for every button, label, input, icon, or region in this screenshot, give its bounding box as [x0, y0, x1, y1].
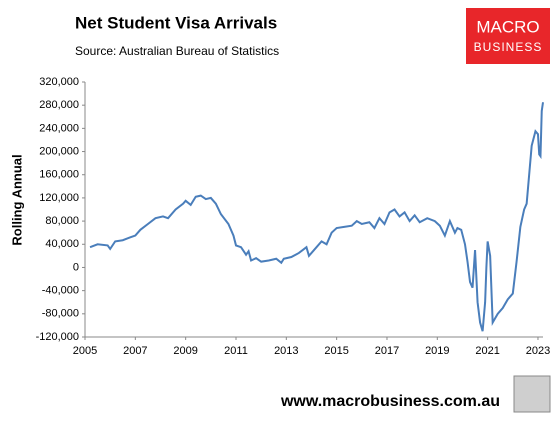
y-tick-label: -40,000 — [42, 285, 79, 297]
y-tick-label: 320,000 — [39, 76, 79, 88]
y-tick-label: 80,000 — [45, 215, 79, 227]
x-tick-label: 2021 — [475, 345, 499, 357]
chart-title: Net Student Visa Arrivals — [75, 13, 277, 32]
y-tick-label: 0 — [73, 261, 79, 273]
x-tick-label: 2013 — [274, 345, 298, 357]
y-tick-label: 280,000 — [39, 99, 79, 111]
y-axis-label: Rolling Annual — [9, 154, 24, 245]
logo-text: MACRO — [476, 17, 539, 36]
y-tick-label: -80,000 — [42, 308, 79, 320]
y-tick-label: -120,000 — [36, 331, 79, 343]
logo-box — [466, 8, 550, 64]
x-tick-label: 2009 — [173, 345, 197, 357]
x-tick-label: 2017 — [375, 345, 399, 357]
y-tick-label: 120,000 — [39, 192, 79, 204]
y-tick-label: 40,000 — [45, 238, 79, 250]
y-tick-label: 240,000 — [39, 122, 79, 134]
data-line — [89, 102, 544, 332]
x-tick-label: 2015 — [324, 345, 348, 357]
y-tick-label: 200,000 — [39, 145, 79, 157]
x-tick-label: 2019 — [425, 345, 449, 357]
wolf-icon — [513, 375, 551, 413]
footer: www.macrobusiness.com.au — [280, 393, 500, 410]
x-tick-label: 2023 — [526, 345, 550, 357]
chart-subtitle: Source: Australian Bureau of Statistics — [75, 44, 279, 58]
x-tick-label: 2007 — [123, 345, 147, 357]
logo-text: BUSINESS — [474, 40, 543, 54]
y-tick-label: 160,000 — [39, 169, 79, 181]
x-tick-label: 2005 — [73, 345, 97, 357]
x-tick-label: 2011 — [224, 345, 248, 357]
